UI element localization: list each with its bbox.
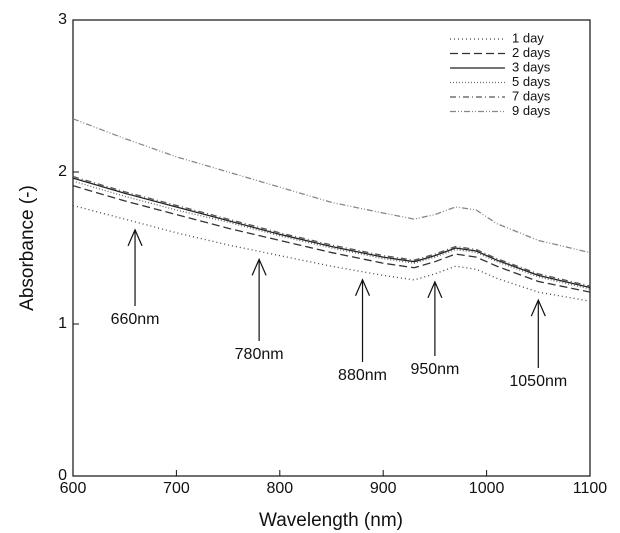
- arrow-head: [251, 257, 267, 276]
- legend-label: 3 days: [512, 59, 551, 74]
- arrow-head: [530, 298, 546, 317]
- x-tick-label: 600: [60, 480, 87, 497]
- y-tick-label: 0: [58, 467, 67, 484]
- series-line: [72, 118, 591, 254]
- y-tick-label: 2: [58, 163, 67, 180]
- y-tick-label: 3: [58, 11, 67, 28]
- legend-label: 9 days: [512, 103, 551, 118]
- x-tick-label: 700: [163, 480, 190, 497]
- arrow-head: [127, 228, 143, 247]
- arrow-head: [354, 278, 371, 296]
- legend-label: 7 days: [512, 88, 551, 103]
- x-tick-label: 900: [370, 480, 397, 497]
- arrow-head: [427, 280, 443, 299]
- annotation-label: 950nm: [410, 361, 459, 378]
- series-line: [72, 204, 591, 302]
- annotation-label: 780nm: [235, 346, 284, 363]
- x-axis-label: Wavelength (nm): [259, 510, 403, 531]
- annotation-label: 1050nm: [509, 373, 567, 390]
- x-tick-label: 1100: [573, 480, 608, 497]
- series-line: [72, 180, 591, 290]
- x-tick-label: 800: [266, 480, 293, 497]
- legend-label: 1 day: [512, 30, 544, 45]
- series-line: [72, 175, 591, 287]
- annotation-label: 660nm: [111, 311, 160, 328]
- plot-frame: [72, 19, 591, 477]
- series-line: [72, 177, 591, 289]
- legend-label: 5 days: [512, 74, 551, 89]
- series-line: [72, 185, 591, 293]
- annotation-label: 880nm: [338, 367, 387, 384]
- y-axis-label: Absorbance (-): [17, 185, 38, 311]
- legend-label: 2 days: [512, 45, 551, 60]
- y-tick-label: 1: [58, 315, 67, 332]
- x-tick-label: 1000: [469, 480, 505, 497]
